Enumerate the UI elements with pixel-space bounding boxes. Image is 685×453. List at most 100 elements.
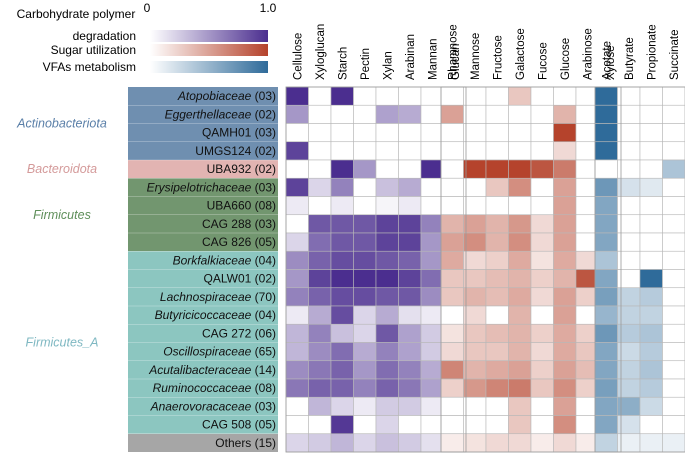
heatmap-cell bbox=[530, 360, 554, 380]
legend-label: Sugar utilization bbox=[51, 43, 136, 57]
heatmap-cell bbox=[594, 415, 618, 435]
heatmap-cell bbox=[353, 342, 377, 362]
phylum-label-bacteroidota: Bacteroidota bbox=[27, 162, 97, 176]
heatmap-cell bbox=[508, 123, 532, 143]
column-header-xylose: Xylose bbox=[605, 45, 617, 80]
heatmap-cell bbox=[308, 177, 332, 197]
heatmap-cell bbox=[440, 342, 464, 362]
taxon-label: CAG 826 (05) bbox=[202, 235, 276, 249]
taxon-label: Oscillospiraceae (65) bbox=[163, 345, 276, 359]
heatmap-cell bbox=[440, 196, 464, 216]
heatmap-cell bbox=[594, 269, 618, 289]
column-header-arabinose: Arabinose bbox=[582, 28, 594, 80]
heatmap-cell bbox=[285, 177, 309, 197]
heatmap-cell bbox=[285, 342, 309, 362]
heatmap-cell bbox=[330, 196, 354, 216]
taxon-count: (08) bbox=[251, 381, 276, 395]
heatmap-cell bbox=[639, 104, 663, 124]
heatmap-cell bbox=[463, 123, 487, 143]
heatmap-cell bbox=[398, 159, 422, 179]
scale-max-label: 1.0 bbox=[260, 1, 277, 15]
heatmap-cell bbox=[308, 214, 332, 234]
heatmap-cell bbox=[553, 342, 577, 362]
heatmap-cell bbox=[594, 323, 618, 343]
taxon-label: CAG 288 (03) bbox=[202, 217, 276, 231]
heatmap-cell bbox=[553, 86, 577, 106]
heatmap-cell bbox=[553, 104, 577, 124]
heatmap-cell bbox=[639, 360, 663, 380]
taxon-count: (05) bbox=[251, 235, 276, 249]
column-header-fructose: Fructose bbox=[492, 35, 504, 80]
heatmap-cell bbox=[330, 86, 354, 106]
heatmap-cell bbox=[594, 86, 618, 106]
heatmap-cell bbox=[553, 360, 577, 380]
taxon-count: (70) bbox=[251, 290, 276, 304]
heatmap-cell bbox=[639, 323, 663, 343]
heatmap-cell bbox=[330, 305, 354, 325]
phylum-band-4 bbox=[128, 433, 278, 452]
heatmap-cell bbox=[420, 287, 444, 307]
heatmap-cell bbox=[285, 232, 309, 252]
heatmap-cell bbox=[398, 305, 422, 325]
heatmap-cell bbox=[398, 104, 422, 124]
heatmap-cell bbox=[662, 123, 685, 143]
heatmap-cell bbox=[639, 287, 663, 307]
heatmap-cell bbox=[508, 360, 532, 380]
legend-gradient-0 bbox=[150, 30, 268, 42]
heatmap-cell bbox=[463, 104, 487, 124]
heatmap-cell bbox=[463, 396, 487, 416]
heatmap-cell bbox=[398, 342, 422, 362]
taxon-label: Others (15) bbox=[215, 436, 276, 450]
heatmap-cell bbox=[420, 269, 444, 289]
taxon-name: Oscillospiraceae bbox=[163, 345, 251, 359]
heatmap-cell bbox=[420, 305, 444, 325]
heatmap-cell bbox=[308, 159, 332, 179]
heatmap-cell bbox=[353, 232, 377, 252]
heatmap-cell bbox=[285, 378, 309, 398]
taxon-name: Borkfalkiaceae bbox=[173, 253, 252, 267]
heatmap-cell bbox=[440, 232, 464, 252]
heatmap-cell bbox=[440, 86, 464, 106]
heatmap-cell bbox=[420, 396, 444, 416]
taxon-label: Anaerovoracaceae (03) bbox=[150, 399, 276, 413]
heatmap-cell bbox=[485, 123, 509, 143]
heatmap-cell bbox=[375, 269, 399, 289]
heatmap-cell bbox=[375, 214, 399, 234]
heatmap-cell bbox=[440, 104, 464, 124]
taxon-label: Ruminococcaceae (08) bbox=[153, 381, 276, 395]
heatmap-cell bbox=[463, 323, 487, 343]
heatmap-cell bbox=[553, 323, 577, 343]
heatmap-cell bbox=[463, 86, 487, 106]
group-outline-0 bbox=[285, 86, 467, 453]
taxon-count: (02) bbox=[251, 272, 276, 286]
heatmap-cell bbox=[398, 323, 422, 343]
heatmap-cell bbox=[285, 250, 309, 270]
heatmap-cell bbox=[662, 360, 685, 380]
taxon-label: Acutalibacteraceae (14) bbox=[148, 363, 276, 377]
heatmap-cell bbox=[420, 141, 444, 161]
taxon-name: QAMH01 bbox=[202, 126, 252, 140]
heatmap-cell bbox=[530, 123, 554, 143]
heatmap-cell bbox=[440, 269, 464, 289]
heatmap-cell bbox=[485, 86, 509, 106]
column-header-arabinan: Arabinan bbox=[405, 34, 417, 80]
heatmap-cell bbox=[375, 123, 399, 143]
heatmap-cell bbox=[639, 123, 663, 143]
heatmap-cell bbox=[330, 159, 354, 179]
column-header-succinate: Succinate bbox=[669, 29, 681, 80]
heatmap-cell bbox=[530, 396, 554, 416]
heatmap-cell bbox=[285, 287, 309, 307]
heatmap-cell bbox=[639, 269, 663, 289]
heatmap-cell bbox=[285, 159, 309, 179]
taxon-count: (03) bbox=[251, 126, 276, 140]
heatmap-cell bbox=[639, 214, 663, 234]
heatmap-cell bbox=[639, 378, 663, 398]
heatmap-cell bbox=[485, 104, 509, 124]
heatmap-cell bbox=[285, 196, 309, 216]
heatmap-cell bbox=[530, 177, 554, 197]
taxon-count: (08) bbox=[251, 199, 276, 213]
column-headers: Cellulose Xyloglucan Starch Pectin Xylan Arab… bbox=[292, 24, 681, 80]
heatmap-cell bbox=[353, 323, 377, 343]
heatmap-cell bbox=[440, 323, 464, 343]
heatmap-cell bbox=[594, 214, 618, 234]
